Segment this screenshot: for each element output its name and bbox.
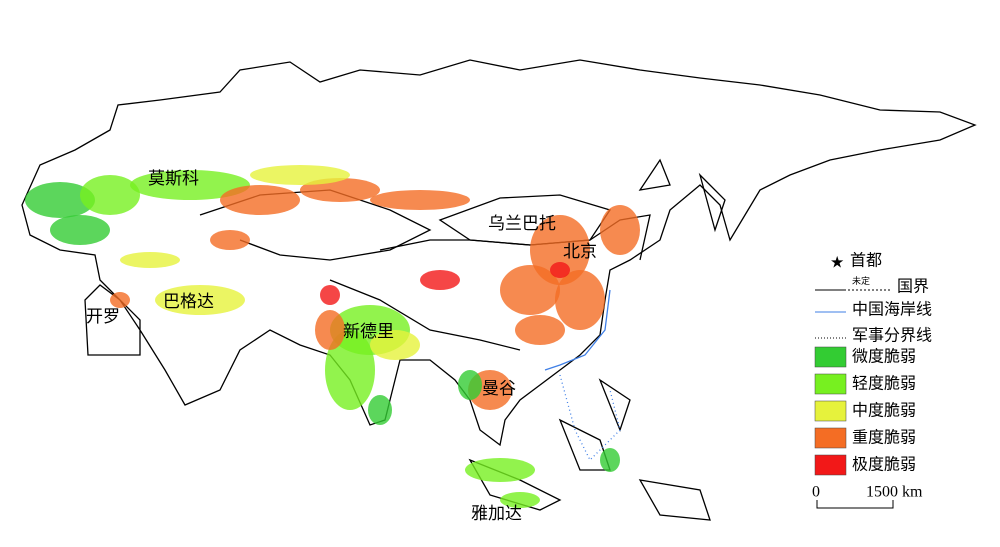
vulnerability-patch bbox=[250, 165, 350, 185]
city-label: 曼谷 bbox=[482, 379, 516, 398]
legend-capital: 首都 bbox=[850, 252, 882, 270]
vulnerability-patch bbox=[550, 262, 570, 278]
legend-swatch bbox=[814, 400, 847, 422]
legend-military: 军事分界线 bbox=[852, 327, 932, 345]
legend-swatch bbox=[814, 427, 847, 449]
vulnerability-patch bbox=[80, 175, 140, 215]
vulnerability-patch bbox=[530, 215, 590, 285]
vulnerability-patch bbox=[210, 230, 250, 250]
legend-coastline: 中国海岸线 bbox=[852, 301, 932, 319]
legend-undetermined: 未定 bbox=[852, 275, 870, 286]
vulnerability-patch bbox=[120, 252, 180, 268]
vulnerability-patch bbox=[130, 170, 250, 200]
city-label: 巴格达 bbox=[163, 292, 214, 311]
scale-end: 1500 km bbox=[866, 484, 923, 501]
vulnerability-patch bbox=[155, 285, 245, 315]
vulnerability-patch bbox=[420, 270, 460, 290]
vulnerability-patch bbox=[458, 370, 482, 400]
vulnerability-patch bbox=[110, 292, 130, 308]
city-label: 开罗 bbox=[86, 307, 120, 326]
vulnerability-patch bbox=[600, 448, 620, 472]
legend-swatch bbox=[814, 346, 847, 368]
city-label: 莫斯科 bbox=[148, 169, 199, 188]
capital-star: ★ bbox=[830, 255, 844, 272]
eurasia-outline bbox=[21, 59, 977, 447]
scale-start: 0 bbox=[812, 484, 820, 501]
vulnerability-patch bbox=[515, 315, 565, 345]
vulnerability-patch bbox=[465, 458, 535, 482]
vulnerability-patch bbox=[555, 270, 605, 330]
legend-label: 中度脆弱 bbox=[852, 402, 916, 420]
vulnerability-patch bbox=[600, 205, 640, 255]
legend-label: 微度脆弱 bbox=[852, 348, 916, 366]
legend-swatch bbox=[814, 454, 847, 476]
legend-label: 轻度脆弱 bbox=[852, 375, 916, 393]
legend-label: 重度脆弱 bbox=[852, 429, 916, 447]
vulnerability-patch bbox=[325, 330, 375, 410]
vulnerability-patch bbox=[25, 182, 95, 218]
legend-swatch bbox=[814, 373, 847, 395]
city-label: 乌兰巴托 bbox=[488, 214, 556, 233]
vulnerability-patch bbox=[500, 265, 560, 315]
vulnerability-patch bbox=[500, 492, 540, 508]
legend-border: 国界 bbox=[897, 278, 929, 296]
vulnerability-patch bbox=[320, 285, 340, 305]
vulnerability-areas bbox=[25, 165, 640, 508]
vulnerability-patch bbox=[220, 185, 300, 215]
vulnerability-patch bbox=[50, 215, 110, 245]
vulnerability-patch bbox=[315, 310, 345, 350]
vulnerability-patch bbox=[368, 395, 392, 425]
scale-bar bbox=[816, 500, 894, 509]
city-label: 新德里 bbox=[343, 322, 394, 341]
legend-label: 极度脆弱 bbox=[852, 456, 916, 474]
city-label: 北京 bbox=[563, 242, 597, 261]
vulnerability-patch bbox=[370, 190, 470, 210]
coast-china bbox=[544, 289, 611, 371]
legend: ★ 首都 未定 国界 中国海岸线 军事分界线 0 1500 km 微度脆弱轻度脆… bbox=[812, 252, 932, 509]
vulnerability-patch bbox=[370, 330, 420, 360]
city-label: 雅加达 bbox=[471, 504, 522, 523]
